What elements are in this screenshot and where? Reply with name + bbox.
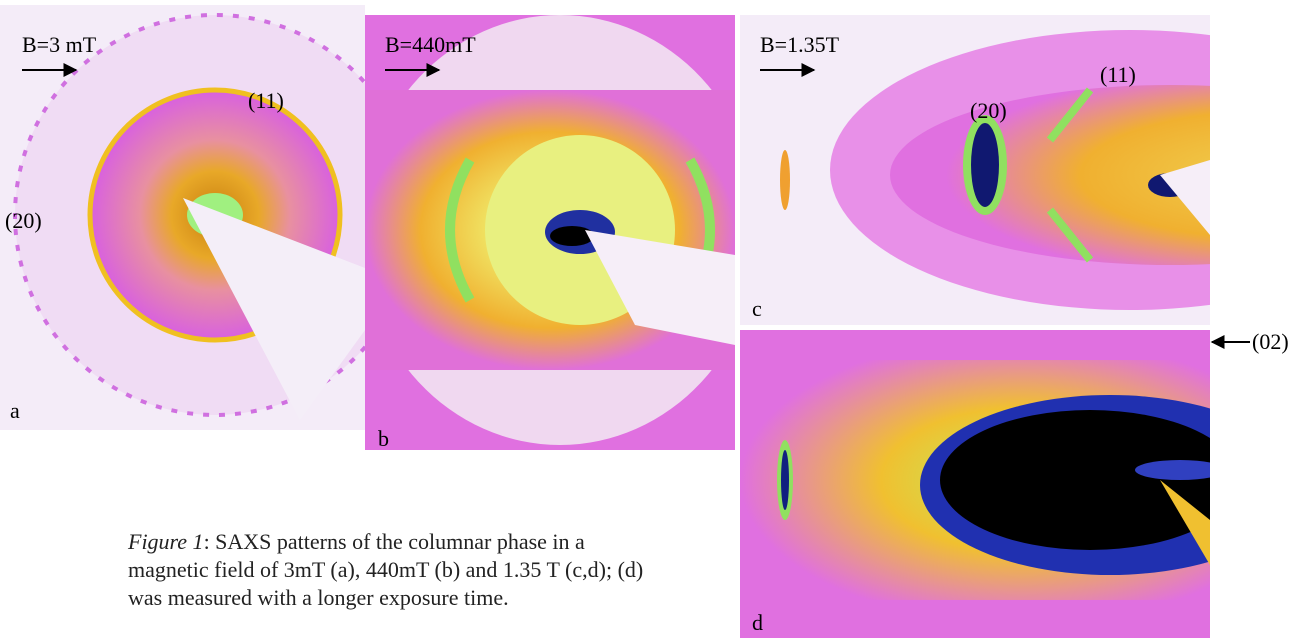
panel-d-image bbox=[740, 330, 1210, 638]
panel-letter: c bbox=[752, 296, 762, 321]
peak-label: (11) bbox=[248, 88, 284, 113]
peak-label: (20) bbox=[5, 208, 42, 233]
field-label: B=3 mT bbox=[22, 32, 97, 57]
caption-text: : SAXS patterns of the columnar phase in… bbox=[128, 529, 644, 610]
peak-label: (02) bbox=[1252, 329, 1289, 354]
panel-c-image bbox=[740, 15, 1210, 325]
field-label: B=1.35T bbox=[760, 32, 840, 57]
panel-a-image bbox=[0, 5, 365, 430]
panel-letter: d bbox=[752, 610, 763, 635]
panel-letter: a bbox=[10, 398, 20, 423]
peak-label: (20) bbox=[970, 98, 1007, 123]
field-label: B=440mT bbox=[385, 32, 476, 57]
panel-b-image bbox=[365, 15, 735, 450]
peak-label: (11) bbox=[1100, 62, 1136, 87]
caption-lead: Figure 1 bbox=[128, 529, 204, 554]
panel-letter: b bbox=[378, 426, 389, 451]
caption: Figure 1: SAXS patterns of the columnar … bbox=[128, 528, 648, 612]
